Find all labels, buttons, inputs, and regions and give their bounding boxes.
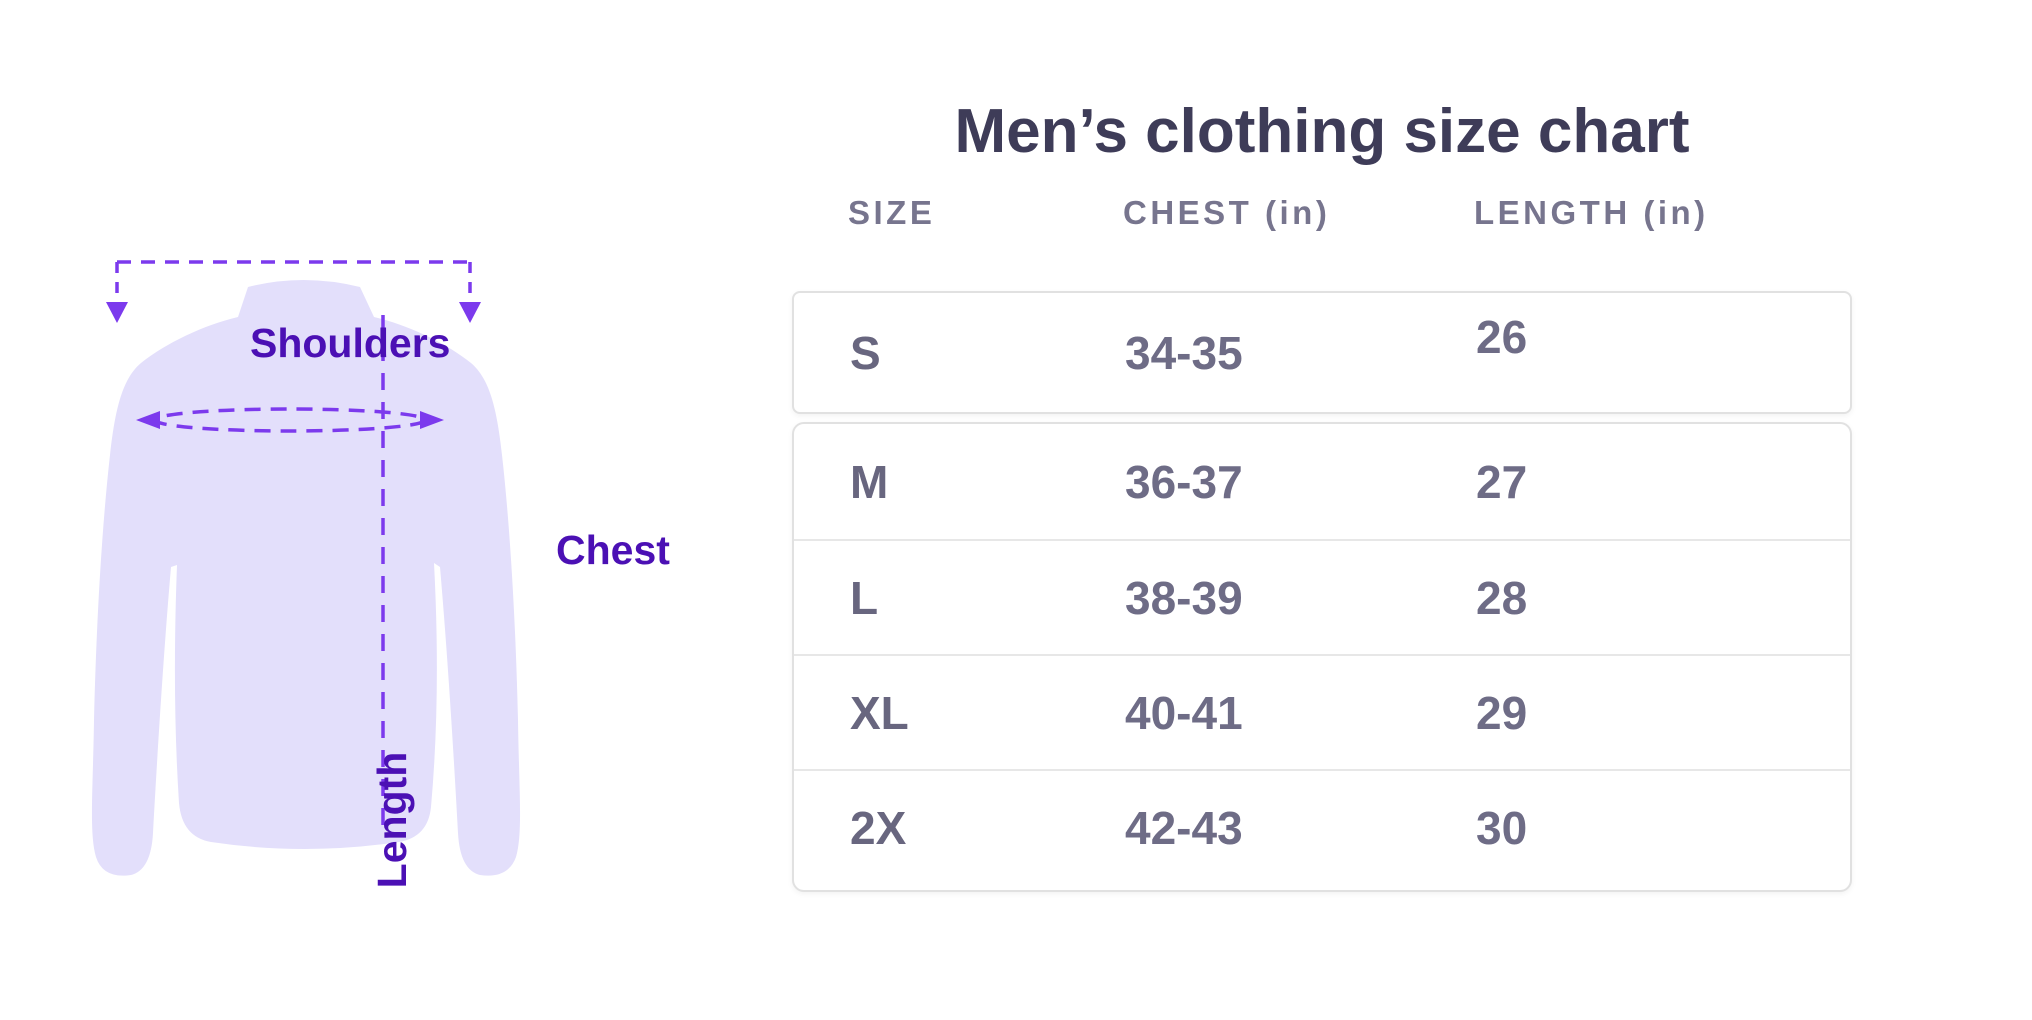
length-cell: 28 [1476, 571, 1528, 624]
chest-cell: 40-41 [1125, 686, 1243, 739]
arrow-right-icon [420, 411, 444, 429]
size-cell: 2X [850, 801, 907, 854]
size-cell: L [850, 571, 879, 624]
size-cell: XL [850, 686, 909, 739]
table-row: L 38-39 28 [794, 539, 1850, 654]
shirt-diagram-svg [91, 260, 521, 876]
length-cell: 30 [1476, 801, 1528, 854]
shoulders-measure-bracket [115, 260, 472, 302]
table-row: 2X 42-43 30 [794, 769, 1850, 884]
table-row: XL 40-41 29 [794, 654, 1850, 769]
arrow-left-icon [136, 411, 160, 429]
size-chart-panel: Men’s clothing size chart SIZE CHEST (in… [792, 0, 1852, 1020]
size-cell: M [850, 455, 889, 508]
length-cell: 26 [1476, 310, 1528, 363]
length-cell: 27 [1476, 455, 1528, 508]
shirt-measurement-diagram: Shoulders Chest Length [40, 130, 720, 900]
table-header-row: SIZE CHEST (in) LENGTH (in) [792, 196, 1852, 229]
table-row: M 36-37 27 [794, 424, 1850, 539]
arrow-down-left-icon [106, 302, 128, 323]
table-row: S 34-35 26 [794, 293, 1850, 412]
table-card-top: S 34-35 26 [792, 291, 1852, 414]
chest-cell: 42-43 [1125, 801, 1243, 854]
shirt-silhouette [91, 280, 521, 876]
column-header-chest: CHEST (in) [1123, 194, 1331, 231]
length-cell: 29 [1476, 686, 1528, 739]
shoulders-label: Shoulders [250, 320, 451, 366]
page-title: Men’s clothing size chart [954, 97, 1690, 166]
chest-cell: 36-37 [1125, 455, 1243, 508]
column-header-size: SIZE [848, 194, 936, 231]
chest-label: Chest [556, 527, 670, 573]
chest-cell: 38-39 [1125, 571, 1243, 624]
table-card-bottom: M 36-37 27 L 38-39 28 XL 40-41 29 2X 42-… [792, 422, 1852, 892]
column-header-length: LENGTH (in) [1474, 194, 1709, 231]
size-cell: S [850, 326, 881, 379]
length-label: Length [368, 751, 415, 889]
arrow-down-right-icon [459, 302, 481, 323]
chest-cell: 34-35 [1125, 326, 1243, 379]
